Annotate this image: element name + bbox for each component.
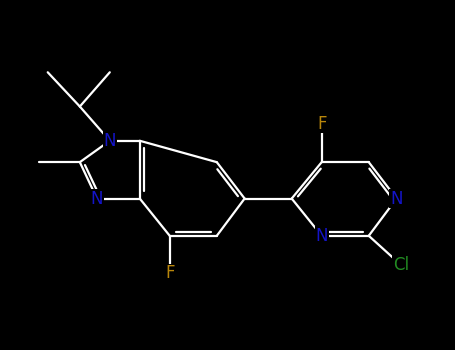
Text: F: F [317,115,326,133]
Text: N: N [315,227,328,245]
Text: N: N [91,190,103,208]
Text: F: F [165,265,174,282]
Text: N: N [390,190,403,208]
Text: N: N [104,132,116,150]
Text: Cl: Cl [393,256,409,274]
